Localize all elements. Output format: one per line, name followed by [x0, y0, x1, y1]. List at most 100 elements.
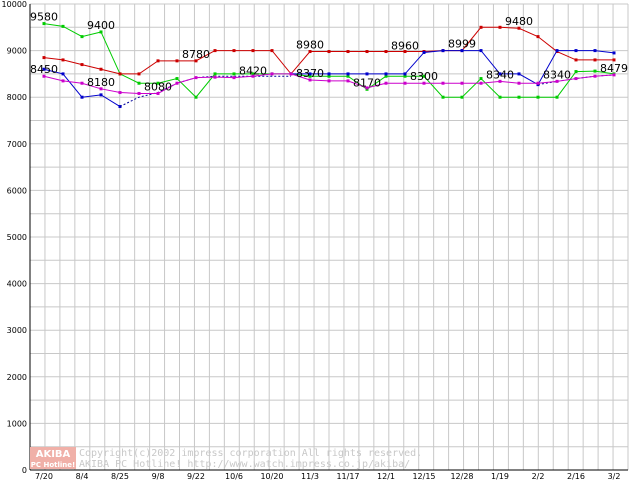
y-tick-label: 10000	[2, 0, 27, 9]
x-tick-label: 2/16	[567, 472, 585, 480]
x-tick-label: 12/15	[412, 472, 435, 480]
data-point	[403, 74, 407, 78]
x-tick-label: 10/6	[225, 472, 243, 480]
data-point	[574, 58, 578, 62]
data-point	[194, 95, 198, 99]
data-point	[593, 74, 597, 78]
data-label: 8420	[239, 65, 267, 78]
series-4	[42, 72, 616, 95]
data-point	[536, 35, 540, 39]
data-point	[99, 87, 103, 91]
copyright-watermark: AKIBA PC Hotline! Copyright(c)2002 impre…	[30, 447, 422, 470]
data-point	[460, 81, 464, 85]
data-point	[498, 79, 502, 83]
data-point	[346, 50, 350, 54]
data-point	[270, 72, 274, 76]
data-point	[175, 59, 179, 63]
data-point	[99, 93, 103, 97]
data-point	[479, 49, 483, 53]
data-label: 9580	[30, 11, 58, 24]
data-label: 8980	[296, 39, 324, 52]
data-point	[156, 59, 160, 63]
akiba-logo-top-box	[30, 447, 76, 459]
x-tick-label: 1/19	[491, 472, 509, 480]
data-point	[213, 72, 217, 76]
data-point	[593, 58, 597, 62]
x-tick-label: 2/2	[532, 472, 545, 480]
data-label: 8999	[448, 38, 476, 51]
data-point	[479, 77, 483, 81]
axes	[29, 4, 628, 471]
data-point	[194, 59, 198, 63]
data-point	[232, 72, 236, 76]
y-tick-label: 2000	[7, 373, 27, 382]
data-point	[384, 50, 388, 54]
data-point	[403, 81, 407, 85]
akiba-logo-bottom-box	[30, 459, 76, 469]
data-label: 8340	[543, 68, 571, 81]
x-tick-labels: 7/20 8/4 8/25 9/8 9/22 10/6 10/20 11/3 11/17 12/1…	[35, 472, 620, 480]
data-point	[612, 58, 616, 62]
y-tick-label: 1000	[7, 419, 27, 428]
y-tick-label: 0	[22, 466, 27, 475]
data-label: 8300	[410, 70, 438, 83]
x-tick-label: 11/3	[301, 472, 319, 480]
data-point	[479, 25, 483, 29]
data-point	[80, 81, 84, 85]
data-label: 8180	[87, 76, 115, 89]
data-point	[403, 50, 407, 54]
data-point	[80, 35, 84, 39]
x-tick-label: 11/17	[336, 472, 359, 480]
data-label: 8960	[391, 39, 419, 52]
data-point	[118, 91, 122, 95]
x-tick-label: 10/20	[260, 472, 283, 480]
data-point	[441, 49, 445, 53]
data-point	[137, 81, 141, 85]
data-point	[42, 22, 46, 26]
data-point	[42, 67, 46, 71]
data-label: 8479	[600, 62, 628, 75]
data-point	[460, 49, 464, 53]
data-point	[99, 67, 103, 71]
data-point	[460, 95, 464, 99]
pc-hotline-logo-text: PC Hotline!	[31, 461, 75, 469]
data-point	[536, 95, 540, 99]
y-tick-label: 9000	[7, 47, 27, 56]
data-point	[593, 49, 597, 53]
data-point	[517, 26, 521, 30]
data-point	[517, 72, 521, 76]
data-label: 8340	[486, 68, 514, 81]
data-label: 8450	[30, 63, 58, 76]
data-point	[422, 74, 426, 78]
data-point	[498, 72, 502, 76]
y-tick-label: 5000	[7, 233, 27, 242]
data-point	[346, 72, 350, 76]
data-point	[61, 72, 65, 76]
data-point	[327, 79, 331, 83]
data-point	[99, 30, 103, 34]
data-point	[327, 72, 331, 76]
y-tick-label: 4000	[7, 280, 27, 289]
data-point	[346, 79, 350, 83]
series-2	[42, 49, 616, 109]
data-point	[422, 81, 426, 85]
data-point	[517, 81, 521, 85]
series-layer	[42, 22, 616, 109]
data-point	[137, 91, 141, 95]
data-point	[327, 50, 331, 54]
data-point	[574, 77, 578, 81]
data-point	[384, 81, 388, 85]
x-tick-label: 9/8	[152, 472, 165, 480]
site-url-line: AKIBA PC Hotline! http://www.watch.impre…	[79, 459, 410, 470]
x-tick-label: 9/22	[187, 472, 205, 480]
data-point	[175, 77, 179, 81]
copyright-line: Copyright(c)2002 impress corporation All…	[79, 448, 422, 459]
data-point	[289, 72, 293, 76]
data-point	[365, 50, 369, 54]
series-line	[291, 50, 615, 86]
y-tick-labels: 0 1000 2000 3000 4000 5000 6000 7000 8000 9000 100…	[2, 0, 27, 475]
data-point	[213, 49, 217, 53]
data-point	[118, 72, 122, 76]
data-point	[441, 81, 445, 85]
